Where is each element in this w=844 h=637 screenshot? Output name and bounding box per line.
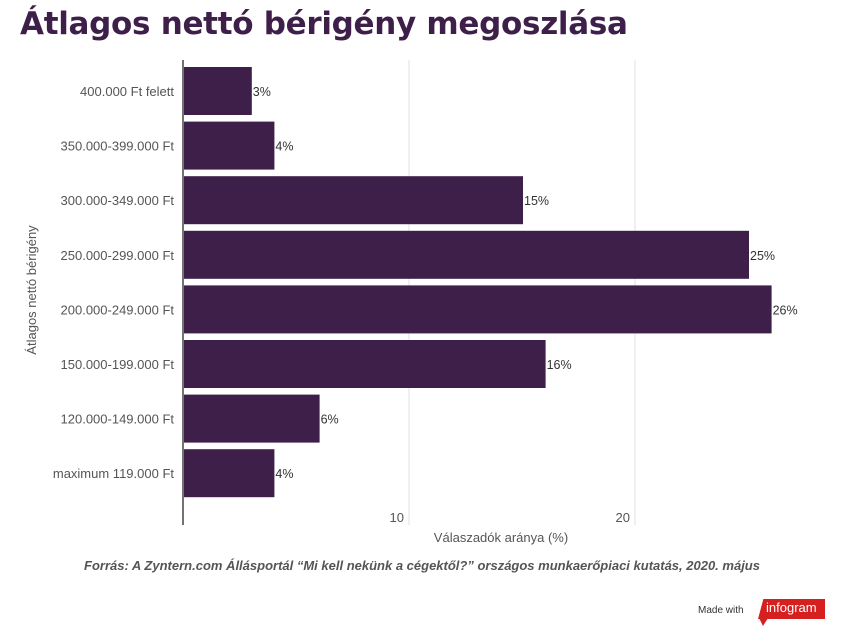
y-tick-label: 120.000-149.000 Ft <box>61 412 175 427</box>
y-tick-label: 150.000-199.000 Ft <box>61 357 175 372</box>
y-tick-label: maximum 119.000 Ft <box>53 466 175 481</box>
bar <box>184 449 275 498</box>
y-tick-label: 250.000-299.000 Ft <box>61 248 175 263</box>
bar <box>184 285 772 334</box>
bar-chart: 10 20 3% 400.000 Ft felett 4% 350.000-399.000… <box>24 60 798 545</box>
source-note: Forrás: A Zyntern.com Állásportál “Mi ke… <box>84 558 760 573</box>
bar <box>184 340 546 388</box>
y-tick-label: 400.000 Ft felett <box>80 84 174 99</box>
data-label: 4% <box>275 467 293 481</box>
data-label: 16% <box>547 358 572 372</box>
x-tick-label: 20 <box>616 510 630 525</box>
data-label: 3% <box>253 85 271 99</box>
made-with-label: Made with <box>698 605 744 616</box>
data-label: 15% <box>524 194 549 208</box>
x-tick-label: 10 <box>390 510 404 525</box>
data-label: 4% <box>275 140 293 154</box>
x-axis-title: Válaszadók aránya (%) <box>434 530 568 545</box>
bar <box>184 394 320 443</box>
bar <box>184 67 252 115</box>
bar <box>184 230 749 279</box>
chart-title: Átlagos nettó bérigény megoszlása <box>20 6 628 42</box>
infogram-logo-text: infogram <box>766 600 817 615</box>
data-label: 25% <box>750 249 775 263</box>
y-axis-title: Átlagos nettó bérigény <box>24 225 39 355</box>
bar <box>184 176 523 225</box>
infogram-logo[interactable] <box>758 599 825 619</box>
data-label: 26% <box>773 303 798 317</box>
bar <box>184 121 275 170</box>
y-tick-label: 350.000-399.000 Ft <box>61 139 175 154</box>
y-tick-label: 200.000-249.000 Ft <box>61 302 175 317</box>
y-tick-label: 300.000-349.000 Ft <box>61 193 175 208</box>
data-label: 6% <box>321 413 339 427</box>
infogram-logo-tail <box>759 618 768 626</box>
